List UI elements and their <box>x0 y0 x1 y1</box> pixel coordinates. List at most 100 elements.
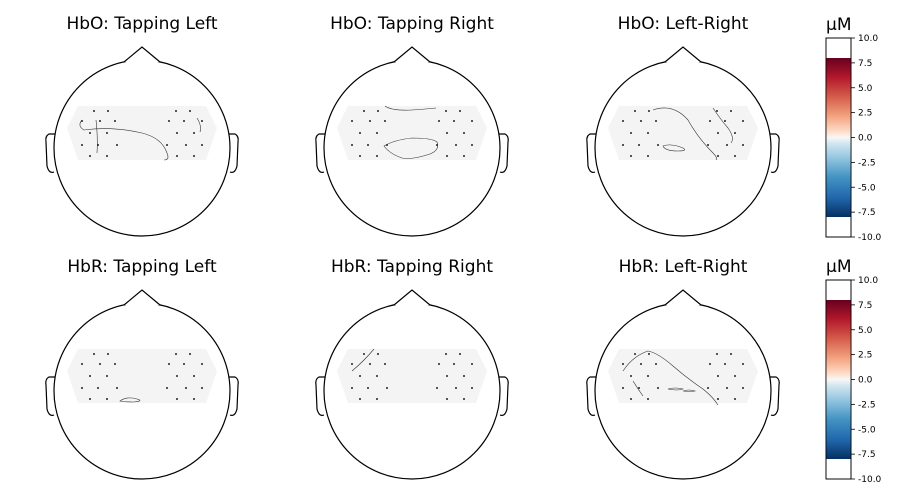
sensor-dot <box>742 144 744 146</box>
colorbar-top: µM 10.0 7.5 5.0 2.5 0.0 -2.5 -5.0 -7.5 -10.0 <box>825 15 882 243</box>
contour-lines <box>79 117 201 161</box>
sensor-dot <box>384 363 386 365</box>
sensor-dot <box>183 363 185 365</box>
sensor-dot <box>716 110 718 112</box>
colorbar-tick-label: 10.0 <box>858 276 878 286</box>
sensor-dot <box>81 144 83 146</box>
sensor-dot <box>647 375 649 377</box>
nose <box>123 289 161 306</box>
colorbar-tick-label: 10.0 <box>858 34 878 44</box>
sensor-dot <box>463 155 465 157</box>
left-ear <box>586 376 596 416</box>
sensor-dot <box>193 132 195 134</box>
left-ear <box>315 133 325 173</box>
sensor-dot <box>446 375 448 377</box>
head-outline <box>315 46 509 237</box>
sensor-dot <box>445 353 447 355</box>
sensor-dot <box>89 132 91 134</box>
colorbar-ticks: 10.0 7.5 5.0 2.5 0.0 -2.5 -5.0 -7.5 -10.0 <box>851 276 882 485</box>
right-ear <box>229 376 239 416</box>
sensor-dot <box>114 120 116 122</box>
sensor-dot <box>89 375 91 377</box>
sensor-map-area <box>67 349 217 403</box>
colorbar-tick-label: 7.5 <box>858 301 872 311</box>
panel-title: HbO: Tapping Left <box>66 14 217 34</box>
colorbar-tick-label: 2.5 <box>858 351 872 361</box>
sensor-dot <box>106 155 108 157</box>
sensor-dot <box>734 398 736 400</box>
sensor-dot <box>107 110 109 112</box>
sensor-dot <box>630 375 632 377</box>
sensor-dot <box>377 353 379 355</box>
sensor-dot <box>742 387 744 389</box>
sensor-dot <box>742 363 744 365</box>
head-outline <box>45 46 239 237</box>
colorbar-tick-label: -7.5 <box>858 208 876 218</box>
sensor-dot <box>89 398 91 400</box>
sensor-dot <box>436 387 438 389</box>
contour-lines <box>119 397 141 403</box>
panel-hbr-left-right: HbR: Left-Right <box>586 257 780 480</box>
sensor-dot <box>446 132 448 134</box>
panel-hbr-tapping-right: HbR: Tapping Right <box>315 257 509 480</box>
sensor-dot <box>359 132 361 134</box>
sensor-dot <box>655 363 657 365</box>
sensor-dot <box>363 353 365 355</box>
sensor-dot <box>634 110 636 112</box>
sensor-dot <box>175 110 177 112</box>
sensor-dot <box>168 363 170 365</box>
sensor-dot <box>367 144 369 146</box>
panel-title: HbR: Tapping Right <box>331 257 493 277</box>
sensor-dot <box>376 132 378 134</box>
sensor-dot <box>459 110 461 112</box>
sensor-dot <box>724 120 726 122</box>
colorbar-tick-label: -2.5 <box>858 158 876 168</box>
sensor-dot <box>640 363 642 365</box>
sensor-dot <box>438 120 440 122</box>
right-ear <box>229 133 239 173</box>
colorbar-tick-label: -10.0 <box>858 475 882 485</box>
sensor-dot <box>742 120 744 122</box>
sensor-dot <box>193 398 195 400</box>
sensor-dot <box>717 132 719 134</box>
right-ear <box>770 133 780 173</box>
sensor-dot <box>657 387 659 389</box>
sensor-dot <box>359 398 361 400</box>
colorbar-tick-label: 7.5 <box>858 59 872 69</box>
right-ear <box>770 376 780 416</box>
sensor-dot <box>630 398 632 400</box>
sensor-dot <box>386 387 388 389</box>
sensor-dot <box>376 375 378 377</box>
sensor-dot <box>445 110 447 112</box>
sensor-dot <box>647 155 649 157</box>
contour-lines <box>351 348 375 372</box>
sensor-dot <box>93 110 95 112</box>
sensor-dot <box>726 144 728 146</box>
sensor-dot <box>201 120 203 122</box>
panel-title: HbR: Tapping Left <box>67 257 217 277</box>
sensor-dot <box>369 120 371 122</box>
panel-title: HbR: Left-Right <box>619 257 748 277</box>
sensor-dot <box>622 363 624 365</box>
sensor-dot <box>734 155 736 157</box>
sensor-dot <box>189 353 191 355</box>
sensor-dot <box>655 120 657 122</box>
sensor-dot <box>107 353 109 355</box>
sensor-dot <box>176 375 178 377</box>
sensor-dot <box>463 375 465 377</box>
sensor-dot <box>726 387 728 389</box>
sensor-dot <box>734 375 736 377</box>
panel-hbo-tapping-right: HbO: Tapping Right <box>315 14 509 237</box>
sensor-dot <box>657 144 659 146</box>
sensor-dot <box>717 398 719 400</box>
nose <box>393 46 431 63</box>
sensor-dot <box>730 353 732 355</box>
sensor-dot <box>351 120 353 122</box>
sensor-dot <box>97 387 99 389</box>
sensor-dot <box>471 120 473 122</box>
sensor-dot <box>730 110 732 112</box>
sensor-map-area <box>337 106 487 160</box>
sensor-dot <box>717 375 719 377</box>
head-outline <box>586 289 780 480</box>
